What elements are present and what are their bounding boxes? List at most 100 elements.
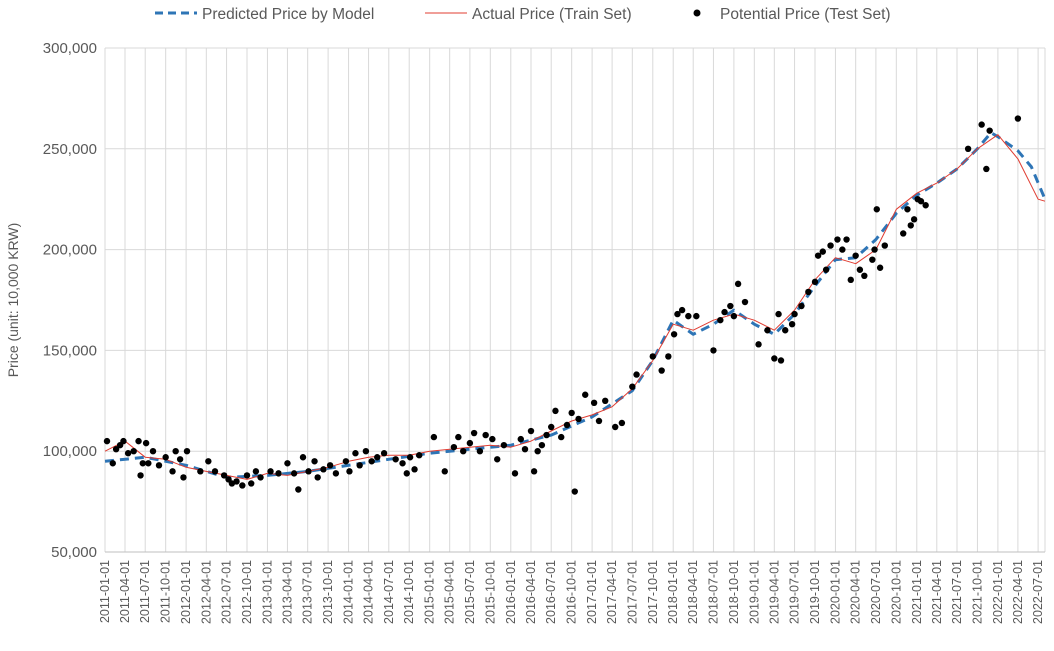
y-tick-label: 200,000 bbox=[43, 242, 97, 259]
predicted-price-line bbox=[104, 131, 1047, 479]
test-price-point bbox=[311, 458, 318, 465]
test-price-point bbox=[120, 437, 127, 445]
x-tick-label: 2015-04-01 bbox=[443, 560, 457, 624]
x-tick-label: 2019-01-01 bbox=[747, 560, 761, 624]
test-price-point bbox=[814, 252, 822, 259]
test-price-point bbox=[135, 437, 142, 445]
y-tick-label: 50,000 bbox=[51, 544, 97, 561]
test-price-point bbox=[618, 419, 626, 427]
x-tick-label: 2020-01-01 bbox=[828, 560, 842, 624]
test-price-point bbox=[788, 320, 796, 328]
test-price-point bbox=[777, 357, 785, 364]
test-price-point bbox=[861, 272, 868, 280]
test-price-point bbox=[633, 371, 640, 378]
test-price-point bbox=[295, 486, 302, 493]
test-price-point bbox=[805, 288, 812, 296]
x-tick-label: 2013-10-01 bbox=[321, 560, 335, 624]
test-price-point bbox=[162, 454, 169, 461]
y-tick-label: 250,000 bbox=[43, 141, 97, 158]
test-price-point bbox=[430, 433, 438, 441]
legend: Predicted Price by Model Actual Price (Tr… bbox=[155, 6, 891, 23]
test-price-point bbox=[180, 474, 187, 481]
test-price-point bbox=[494, 456, 501, 463]
x-tick-label: 2012-10-01 bbox=[240, 560, 254, 624]
test-price-point bbox=[374, 454, 381, 461]
test-price-point bbox=[869, 256, 876, 263]
test-price-point bbox=[612, 423, 619, 431]
x-tick-label: 2011-04-01 bbox=[118, 560, 132, 623]
test-price-point bbox=[649, 353, 656, 360]
test-price-point bbox=[290, 470, 298, 477]
test-price-point bbox=[571, 488, 578, 495]
x-tick-label: 2018-04-01 bbox=[686, 560, 700, 624]
x-tick-label: 2017-01-01 bbox=[585, 560, 599, 624]
test-price-point bbox=[252, 468, 260, 475]
x-tick-label: 2019-07-01 bbox=[788, 560, 802, 624]
test-price-point bbox=[530, 468, 538, 475]
test-price-point bbox=[871, 246, 878, 253]
test-price-point bbox=[411, 466, 418, 473]
x-tick-label: 2018-07-01 bbox=[706, 560, 720, 624]
legend-label-actual: Actual Price (Train Set) bbox=[472, 6, 632, 23]
test-price-point bbox=[124, 450, 132, 457]
x-tick-label: 2021-04-01 bbox=[930, 560, 944, 624]
x-tick-label: 2021-10-01 bbox=[970, 560, 984, 624]
test-price-point bbox=[595, 417, 603, 425]
test-price-point bbox=[847, 276, 854, 284]
test-price-point bbox=[710, 347, 717, 354]
x-tick-label: 2020-04-01 bbox=[849, 560, 863, 624]
legend-label-predicted: Predicted Price by Model bbox=[202, 6, 374, 23]
test-price-point bbox=[602, 397, 609, 404]
test-price-point bbox=[183, 448, 191, 455]
test-price-point bbox=[169, 468, 176, 475]
test-price-point bbox=[257, 474, 264, 481]
test-price-point bbox=[103, 437, 111, 445]
test-price-point bbox=[782, 327, 789, 334]
test-price-point bbox=[403, 470, 410, 477]
test-price-point bbox=[172, 448, 179, 455]
x-tick-label: 2011-07-01 bbox=[138, 560, 152, 623]
test-price-point bbox=[658, 367, 665, 374]
x-tick-label: 2018-01-01 bbox=[666, 560, 680, 624]
test-price-point bbox=[843, 236, 850, 243]
test-price-point bbox=[907, 222, 914, 229]
test-price-point bbox=[205, 458, 212, 465]
test-price-point bbox=[771, 355, 778, 362]
x-tick-label: 2016-10-01 bbox=[565, 560, 579, 624]
x-tick-label: 2015-01-01 bbox=[423, 560, 437, 624]
test-price-point bbox=[881, 242, 888, 249]
test-price-point bbox=[416, 452, 423, 459]
test-price-point bbox=[900, 230, 907, 237]
test-price-point bbox=[109, 460, 116, 467]
x-tick-label: 2018-10-01 bbox=[727, 560, 741, 624]
test-price-point bbox=[460, 448, 467, 455]
x-tick-label: 2017-07-01 bbox=[625, 560, 639, 624]
x-tick-label: 2013-04-01 bbox=[280, 560, 294, 624]
test-price-point bbox=[248, 480, 255, 487]
test-price-point bbox=[534, 448, 541, 455]
x-tick-label: 2013-07-01 bbox=[301, 560, 315, 624]
test-price-point bbox=[548, 423, 555, 431]
test-price-point bbox=[455, 433, 462, 441]
test-price-point bbox=[305, 468, 312, 475]
test-price-point bbox=[856, 266, 864, 273]
test-price-point bbox=[352, 450, 359, 457]
test-price-point bbox=[983, 165, 990, 173]
x-tick-label: 2016-01-01 bbox=[504, 560, 518, 624]
test-price-point bbox=[873, 206, 880, 213]
test-price-point bbox=[406, 454, 414, 461]
test-price-point bbox=[811, 278, 819, 286]
test-price-point bbox=[629, 383, 636, 390]
test-price-point bbox=[145, 460, 152, 467]
test-price-point bbox=[489, 435, 496, 443]
test-price-point bbox=[267, 468, 274, 475]
test-price-point bbox=[299, 454, 307, 461]
x-tick-label: 2022-07-01 bbox=[1031, 560, 1045, 624]
test-price-point bbox=[685, 312, 692, 320]
test-price-point bbox=[149, 448, 157, 455]
x-tick-label: 2021-07-01 bbox=[950, 560, 964, 624]
test-price-point bbox=[112, 445, 120, 453]
test-price-point bbox=[904, 206, 911, 213]
test-price-point bbox=[568, 409, 575, 417]
